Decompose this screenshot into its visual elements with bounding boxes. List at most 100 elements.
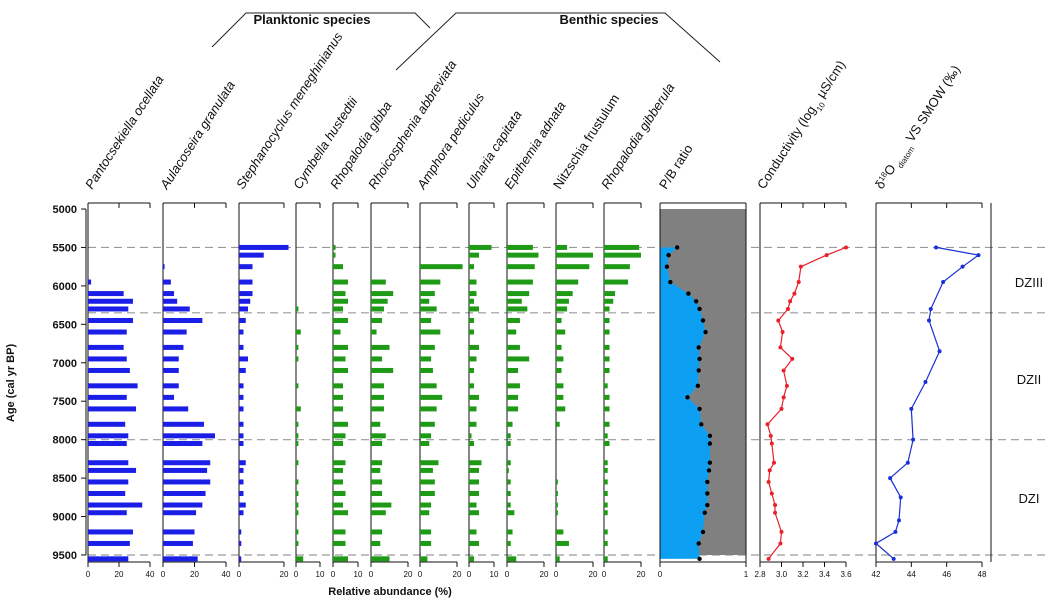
bar <box>507 298 522 304</box>
x-tick-label: 0 <box>294 570 299 579</box>
x-tick-label: 0 <box>658 570 663 579</box>
bar <box>333 344 348 350</box>
bar <box>333 406 343 412</box>
conductivity-point <box>778 541 783 546</box>
bar <box>163 264 165 270</box>
x-tick-label: 3.4 <box>819 570 831 579</box>
bar <box>469 433 472 439</box>
bar <box>239 317 246 323</box>
bar <box>239 291 253 297</box>
conductivity-point <box>765 422 770 427</box>
conductivity-point <box>766 479 771 484</box>
bar <box>556 356 564 362</box>
bar <box>371 529 383 535</box>
bar <box>163 502 203 508</box>
bar <box>469 317 474 323</box>
bar <box>371 317 383 323</box>
bar <box>507 467 509 473</box>
bar <box>371 479 383 485</box>
bar <box>163 394 175 400</box>
bar <box>333 264 343 270</box>
bar <box>420 298 430 304</box>
bar <box>469 356 477 362</box>
bar <box>420 490 435 496</box>
x-tick-label: 42 <box>872 570 881 579</box>
bar <box>239 510 244 516</box>
bar <box>604 244 640 250</box>
bar <box>469 244 492 250</box>
bar <box>420 460 439 466</box>
bar <box>507 502 511 508</box>
bar <box>88 510 127 516</box>
pb-point <box>707 460 713 465</box>
bar <box>333 502 343 508</box>
d18o-point <box>898 495 903 500</box>
bar <box>420 367 433 373</box>
bar <box>469 306 479 312</box>
bar <box>556 540 569 546</box>
bar <box>556 317 562 323</box>
x-tick-label: 44 <box>907 570 916 579</box>
bar <box>88 394 127 400</box>
conductivity-point <box>796 280 801 285</box>
bar <box>296 529 299 535</box>
bar <box>296 479 299 485</box>
zone-label-dziii: DZIII <box>1015 275 1043 290</box>
pb-point <box>695 383 701 389</box>
bar <box>556 529 564 535</box>
x-tick-label: 3.2 <box>797 570 809 579</box>
bar <box>556 252 593 258</box>
group-label-planktonic: Planktonic species <box>253 12 370 27</box>
conductivity-point <box>771 460 776 465</box>
bar <box>163 490 206 496</box>
conductivity-point <box>790 356 795 361</box>
bar <box>333 490 346 496</box>
bar <box>371 406 384 412</box>
x-tick-label: 0 <box>237 570 242 579</box>
bar <box>239 252 264 258</box>
bar <box>371 510 386 516</box>
bar <box>507 433 511 439</box>
x-tick-label: 20 <box>280 570 289 579</box>
bar <box>239 406 244 412</box>
bar <box>469 291 477 297</box>
bar <box>604 479 608 485</box>
bar <box>88 367 130 373</box>
bar <box>556 421 560 427</box>
bar <box>604 540 608 546</box>
species-label: Cymbella hustedtii <box>290 93 361 191</box>
bar <box>469 502 477 508</box>
conductivity-point <box>781 368 786 373</box>
bar <box>371 383 384 389</box>
bar <box>163 383 179 389</box>
d18o-point <box>905 460 910 465</box>
bar <box>507 264 535 270</box>
bar <box>333 467 343 473</box>
x-axis-label: Relative abundance (%) <box>328 586 452 598</box>
bar <box>88 383 138 389</box>
pb-point <box>664 264 670 269</box>
bar <box>163 421 204 427</box>
bar <box>556 279 579 285</box>
x-tick-label: 3.6 <box>840 570 852 579</box>
bar <box>556 264 590 270</box>
bar <box>371 467 381 473</box>
bar <box>333 367 348 373</box>
x-tick-label: 0 <box>602 570 607 579</box>
bar <box>604 291 616 297</box>
bar <box>469 540 479 546</box>
bar <box>371 441 383 447</box>
bar <box>163 317 203 323</box>
bar <box>333 441 343 447</box>
bar <box>420 406 437 412</box>
bar <box>469 344 479 350</box>
x-tick-label: 20 <box>637 570 646 579</box>
bar <box>296 510 299 516</box>
x-tick-label: 0 <box>369 570 374 579</box>
bar <box>556 298 569 304</box>
pb-point <box>705 491 710 496</box>
d18o-line <box>874 246 980 560</box>
bar <box>556 344 562 350</box>
bar <box>604 490 608 496</box>
bar <box>604 264 630 270</box>
